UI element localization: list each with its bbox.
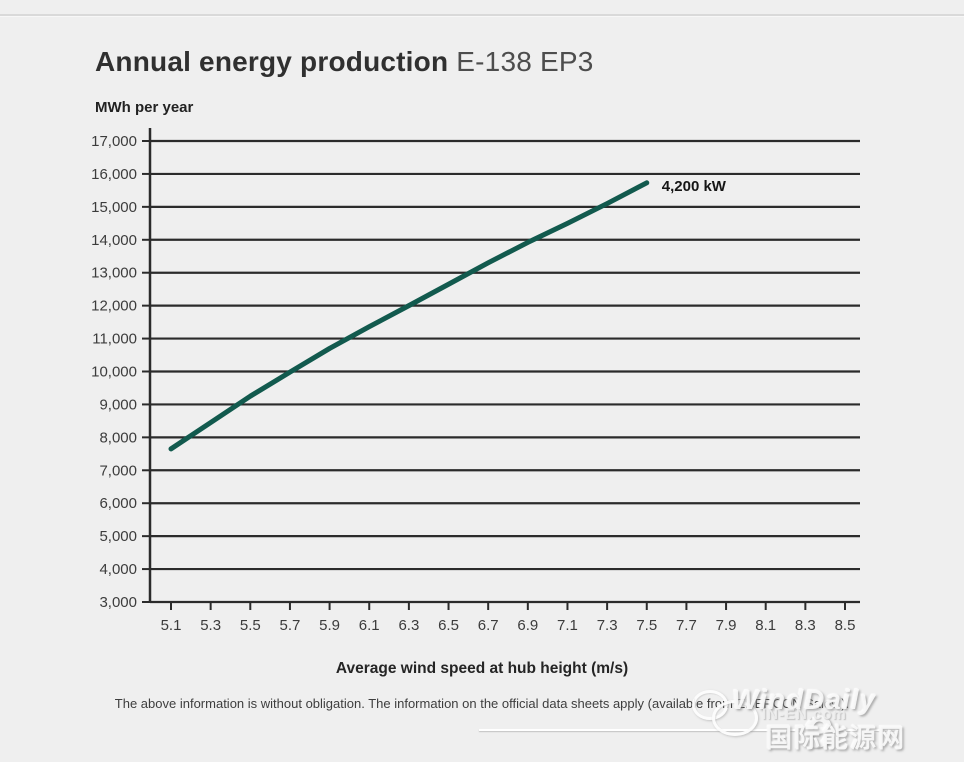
x-tick-label: 6.9: [517, 617, 538, 634]
y-tick-label: 4,000: [99, 561, 137, 578]
page-title-model: E-138 EP3: [456, 46, 594, 77]
x-tick-label: 7.3: [597, 617, 618, 634]
x-tick-label: 7.9: [716, 617, 737, 634]
x-tick-label: 7.7: [676, 617, 697, 634]
x-tick-label: 8.1: [755, 617, 776, 634]
y-tick-label: 3,000: [99, 594, 137, 611]
y-tick-label: 16,000: [91, 166, 137, 183]
x-tick-label: 6.3: [398, 617, 419, 634]
y-tick-label: 17,000: [91, 133, 137, 150]
y-axis-title: MWh per year: [95, 99, 194, 116]
y-tick-label: 8,000: [99, 429, 137, 446]
energy-curve: [168, 180, 650, 452]
x-tick-label: 5.3: [200, 617, 221, 634]
x-tick-label: 7.1: [557, 617, 578, 634]
y-tick-label: 9,000: [99, 396, 137, 413]
y-tick-label: 7,000: [99, 462, 137, 479]
page-title: Annual energy production E-138 EP3: [95, 46, 594, 78]
y-tick-label: 12,000: [91, 298, 137, 315]
disclaimer-text: The above information is without obligat…: [114, 696, 850, 711]
series-label: 4,200 kW: [662, 178, 727, 195]
y-tick-label: 13,000: [91, 265, 137, 282]
y-tick-label: 10,000: [91, 364, 137, 381]
x-tick-label: 5.5: [240, 617, 261, 634]
top-divider: [0, 14, 964, 17]
y-tick-label: 6,000: [99, 495, 137, 512]
x-tick-label: 5.7: [280, 617, 301, 634]
x-tick-label: 6.5: [438, 617, 459, 634]
y-tick-label: 14,000: [91, 232, 137, 249]
x-tick-label: 8.5: [835, 617, 856, 634]
x-tick-label: 6.7: [478, 617, 499, 634]
x-tick-label: 5.1: [161, 617, 182, 634]
x-tick-label: 8.3: [795, 617, 816, 634]
x-axis-title: Average wind speed at hub height (m/s): [335, 660, 629, 677]
page-title-main: Annual energy production: [95, 46, 449, 77]
x-tick-label: 6.1: [359, 617, 380, 634]
y-tick-label: 15,000: [91, 199, 137, 216]
y-tick-label: 5,000: [99, 528, 137, 545]
x-tick-label: 5.9: [319, 617, 340, 634]
x-tick-label: 7.5: [636, 617, 657, 634]
y-tick-label: 11,000: [92, 331, 137, 348]
